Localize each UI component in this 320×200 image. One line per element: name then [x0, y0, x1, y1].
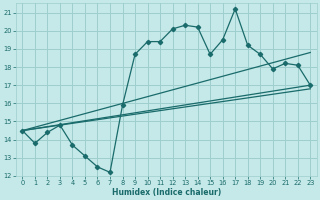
X-axis label: Humidex (Indice chaleur): Humidex (Indice chaleur) [112, 188, 221, 197]
